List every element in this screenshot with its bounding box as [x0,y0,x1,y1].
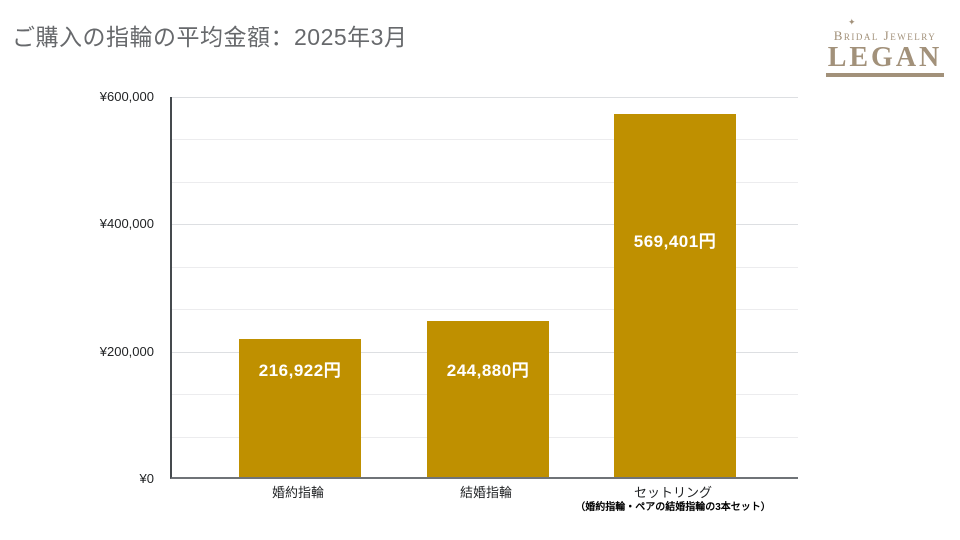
bar: 244,880円 [427,321,549,477]
bar-value-label: 216,922円 [258,361,342,380]
bar-value-label: 244,880円 [446,361,530,380]
gridline [172,224,798,226]
x-tick: 結婚指輪 [460,485,512,500]
x-tick-note: （婚約指輪・ペアの結婚指輪の3本セット） [575,502,771,513]
x-tick-label: 婚約指輪 [271,485,325,500]
gridline [172,309,798,311]
bar: 569,401円 [614,114,736,477]
y-tick-label: ¥200,000 [99,343,154,359]
gridline [172,97,798,98]
y-tick-label: ¥600,000 [99,89,154,104]
gridline [172,139,798,141]
logo-name: LEGAN [827,42,943,73]
bar-value-label: 569,401円 [633,232,717,251]
y-axis: ¥0 ¥200,000 ¥400,000 ¥600,000 [0,89,160,486]
gridline [172,181,798,183]
y-tick-label: ¥400,000 [99,216,154,232]
x-tick: セットリング （婚約指輪・ペアの結婚指輪の3本セット） [575,485,771,514]
gridline [172,266,798,268]
brand-logo: ✦ Bridal Jewelry LEGAN [826,18,944,77]
x-tick-label: セットリング [633,485,712,500]
plot-area: 216,922円 244,880円 569,401円 [170,97,798,479]
bar: 216,922円 [239,339,361,477]
x-tick: 婚約指輪 [272,485,324,500]
logo-underline [826,73,944,77]
y-tick-label: ¥0 [139,471,154,486]
logo-tagline: Bridal Jewelry [833,28,937,43]
sparkle-icon: ✦ [848,17,856,27]
x-axis: 婚約指輪 結婚指輪 セットリング （婚約指輪・ペアの結婚指輪の3本セット） [170,485,798,525]
page-title: ご購入の指輪の平均金額：2025年3月 [12,24,408,50]
x-tick-label: 結婚指輪 [459,485,513,500]
